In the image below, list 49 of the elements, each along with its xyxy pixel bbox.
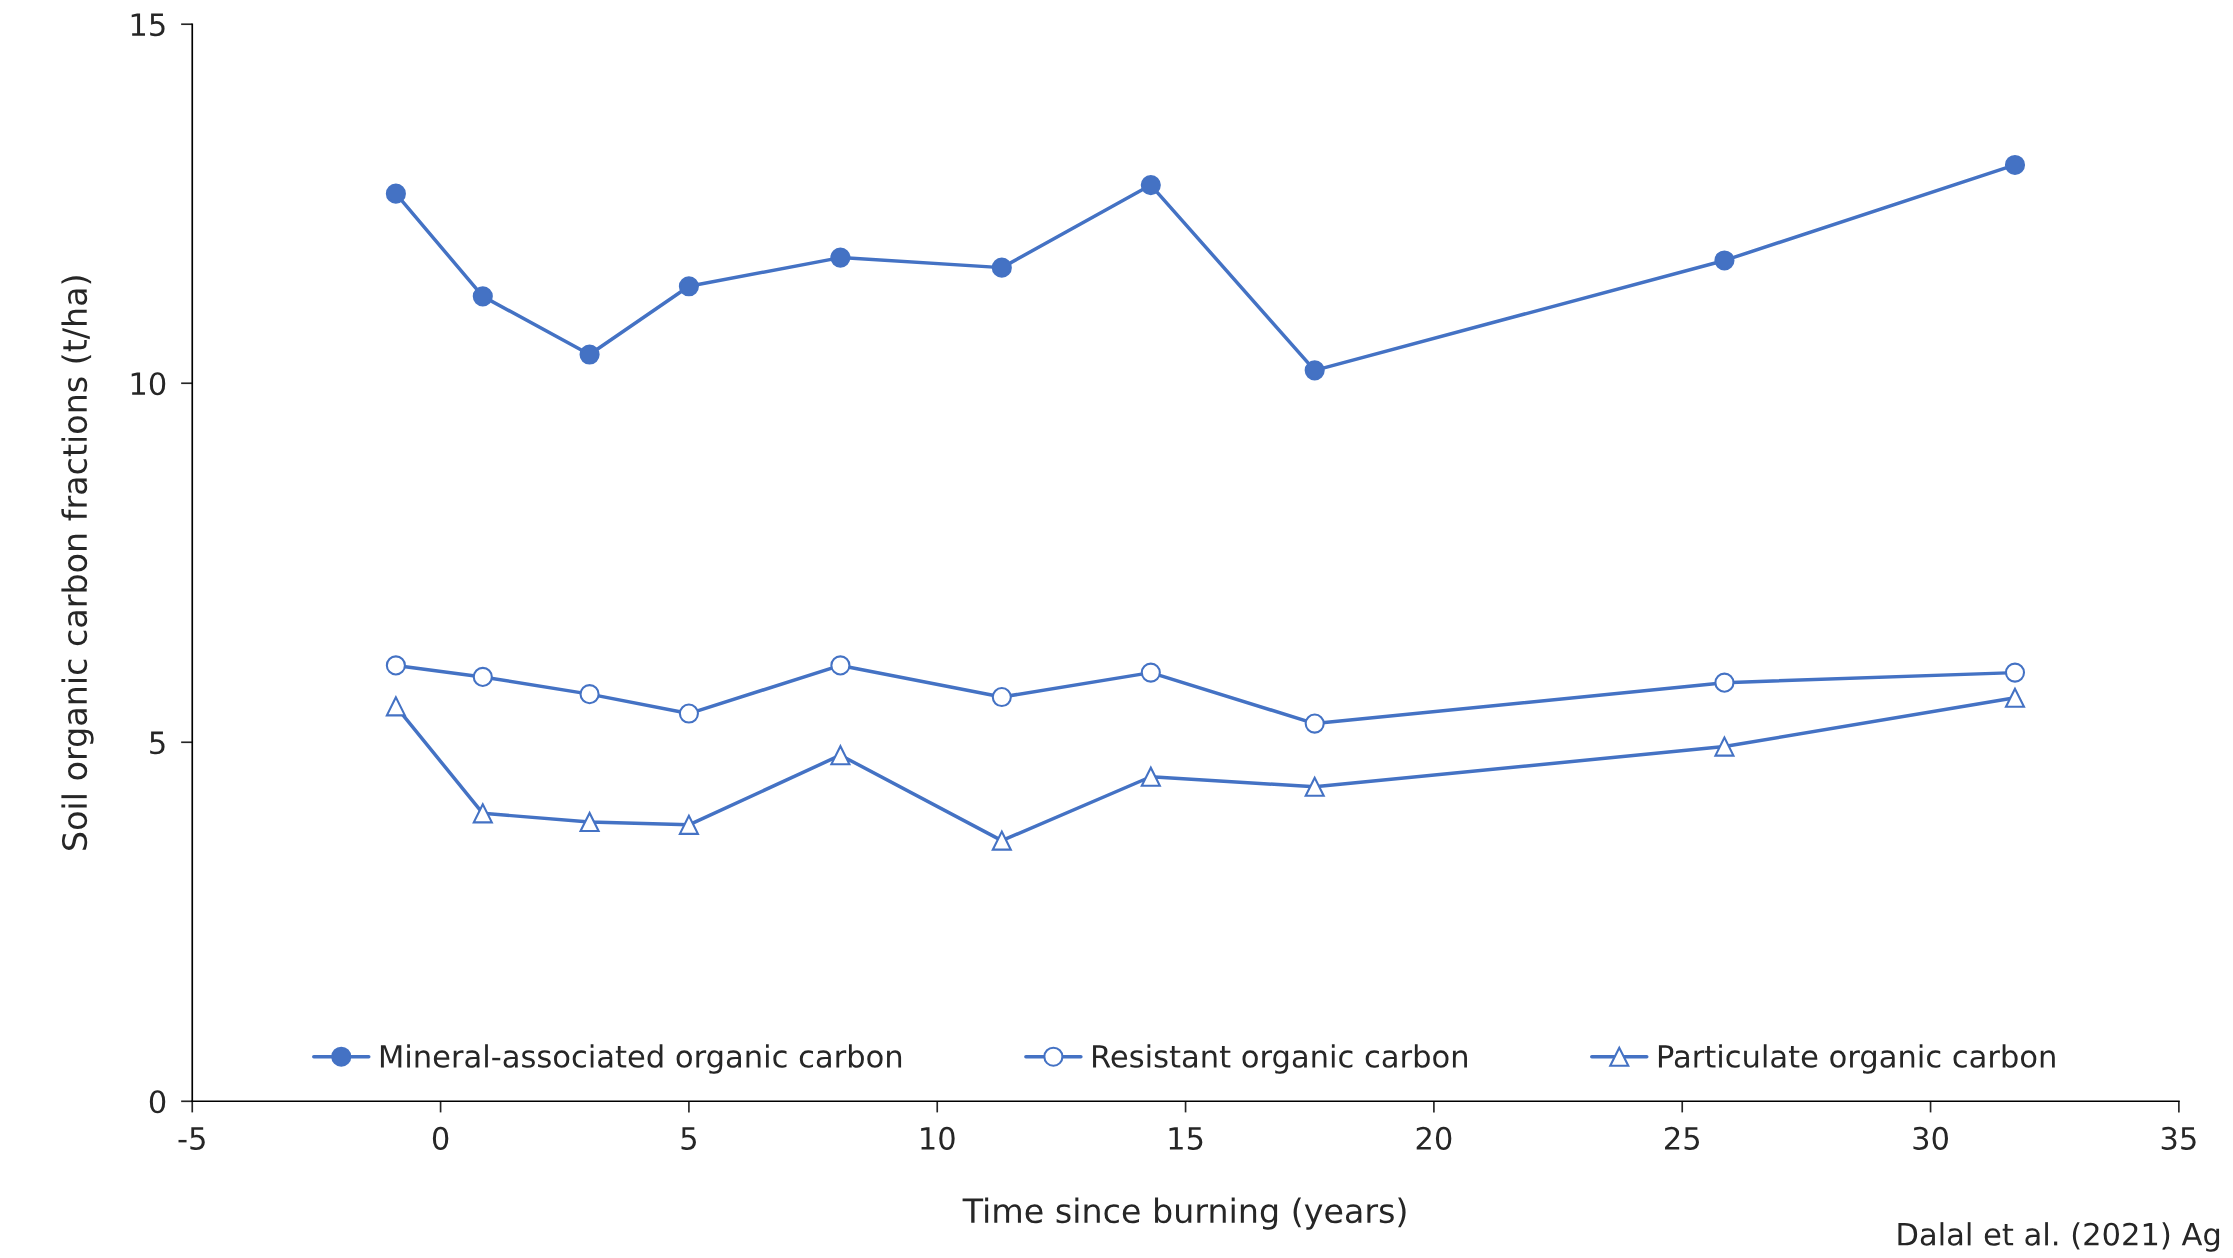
point [1304, 776, 1325, 797]
point [1714, 672, 1735, 693]
x-tick-label: 25 [1665, 1126, 1699, 1150]
legend-label: Mineral-associated organic carbon [380, 1044, 902, 1074]
x-tick-label: -5 [178, 1127, 205, 1150]
point [1304, 713, 1325, 734]
point [472, 666, 493, 687]
point [991, 686, 1012, 708]
point [579, 811, 600, 833]
x-tick-label: 0 [432, 1126, 449, 1150]
text: Dalal et al. (2021) Ag [1898, 1222, 2220, 1252]
point [385, 655, 406, 676]
point [1140, 174, 1161, 196]
x-tick-label: 30 [1913, 1126, 1948, 1150]
point [678, 703, 699, 724]
point [678, 276, 699, 297]
x-tick-label: 35 [2161, 1126, 2196, 1150]
legend-label: Resistant organic carbon [1093, 1044, 1467, 1074]
y-tick-label: 15 [131, 13, 165, 37]
y-tick-label: 5 [150, 731, 165, 755]
point [1140, 662, 1161, 683]
point [2004, 662, 2026, 683]
x-tick-label: 5 [681, 1127, 696, 1150]
x-tick-label: 15 [1169, 1127, 1203, 1150]
point [579, 344, 600, 365]
point [678, 814, 699, 835]
point [1304, 360, 1325, 381]
y-tick-label: 0 [149, 1090, 166, 1114]
point [472, 286, 493, 307]
y-tick-label: 10 [131, 372, 166, 396]
x-axis-title: Time since burning (years) [962, 1197, 1406, 1230]
point [385, 696, 406, 717]
point [385, 183, 406, 204]
point [1714, 736, 1735, 757]
x-tick-label: 10 [921, 1126, 955, 1150]
point [1714, 250, 1735, 271]
point [991, 257, 1012, 278]
point [1140, 766, 1161, 787]
legend-label: Particulate organic carbon [1658, 1044, 2055, 1074]
point [472, 803, 493, 824]
point [830, 745, 851, 766]
point [830, 247, 851, 268]
point [830, 655, 851, 676]
point [2004, 687, 2026, 708]
x-tick-label: 20 [1416, 1126, 1452, 1150]
y-axis-title: Soil organic carbon fractions (t/ha) [61, 276, 94, 850]
point [579, 684, 600, 705]
point [2004, 154, 2026, 176]
point [991, 830, 1012, 851]
